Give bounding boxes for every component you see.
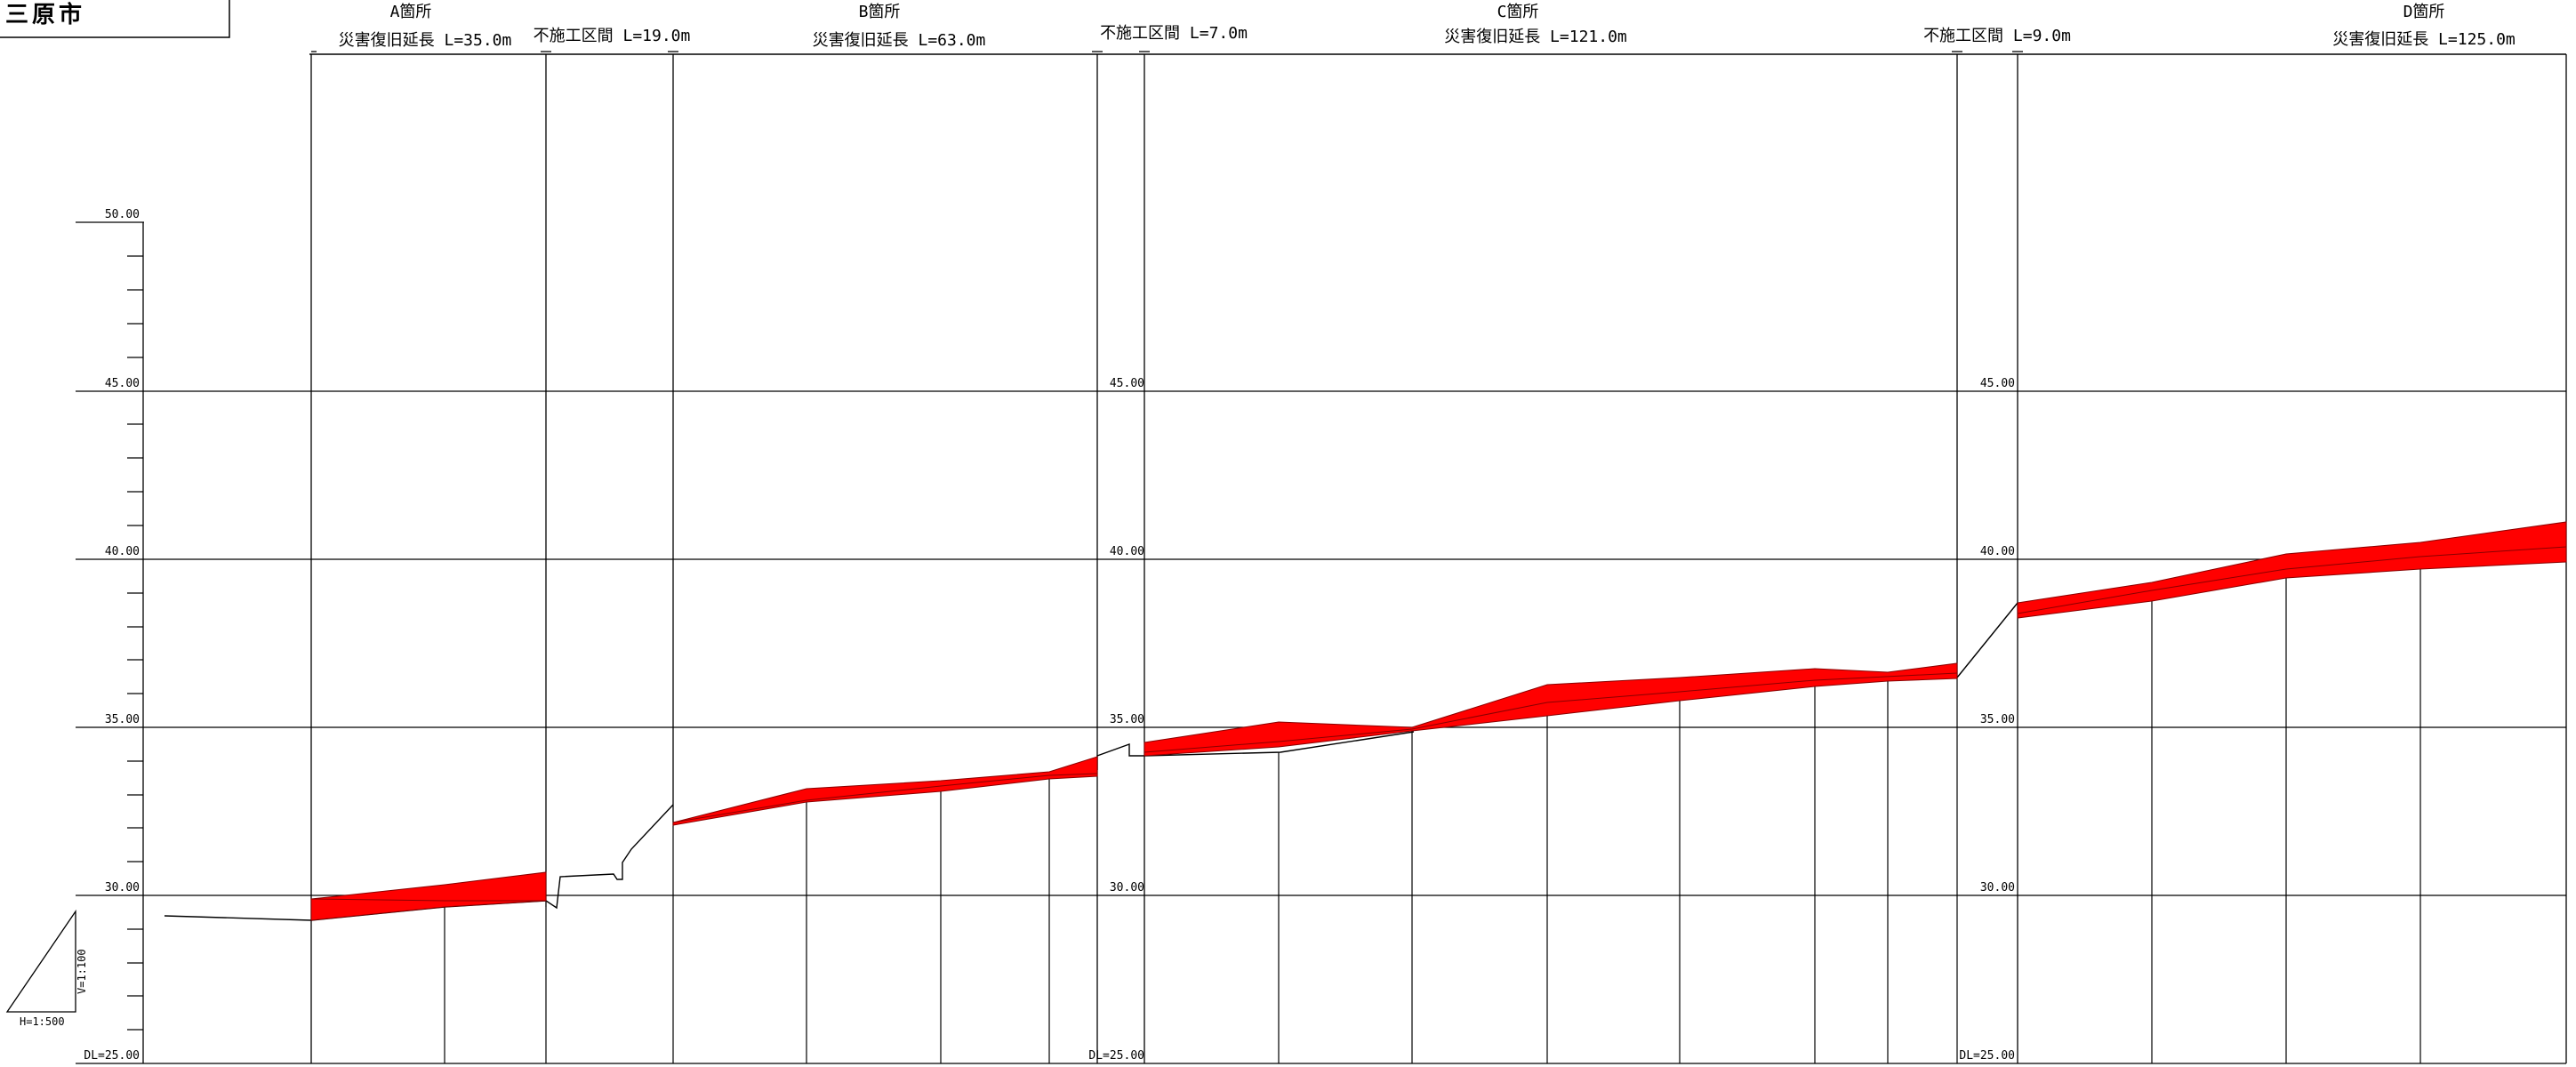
datum-label-left: DL=25.00 [84, 1049, 140, 1063]
vertical-scale-label: V=1:100 [76, 949, 88, 994]
horizontal-scale-label: H=1:500 [20, 1015, 65, 1028]
tick-label-35-right: 35.00 [1980, 713, 2015, 726]
tick-label-30: 30.00 [105, 881, 140, 895]
section-c-name: C箇所 [1497, 3, 1539, 21]
section-boundaries [310, 51, 2567, 1063]
tick-label-30-mid: 30.00 [1110, 881, 1144, 895]
tick-label-45-mid: 45.00 [1110, 377, 1144, 390]
repair-section-a [310, 871, 547, 921]
section-d-length: 災害復旧延長 L=125.0m [2332, 30, 2516, 49]
left-axis-labels: 50.00 45.00 40.00 35.00 30.00 DL=25.00 [84, 208, 140, 1063]
section-b-length: 災害復旧延長 L=63.0m [813, 31, 986, 50]
tick-label-40-mid: 40.00 [1110, 545, 1144, 558]
tick-label-40-right: 40.00 [1980, 545, 2015, 558]
station-lines [444, 569, 2421, 1063]
scale-triangle: H=1:500 V=1:100 [5, 909, 88, 1028]
tick-label-35-mid: 35.00 [1110, 713, 1144, 726]
section-d-name: D箇所 [2403, 3, 2445, 21]
gap-1-length: 不施工区間 L=19.0m [534, 27, 691, 45]
tick-label-30-right: 30.00 [1980, 881, 2015, 895]
section-c-length: 災害復旧延長 L=121.0m [1444, 28, 1627, 46]
city-label: 三原市 [5, 1, 85, 28]
tick-label-40: 40.00 [105, 545, 140, 558]
right-axis-labels: 45.00 40.00 35.00 30.00 DL=25.00 [1959, 377, 2015, 1063]
existing-ground-line-c [1144, 731, 1415, 757]
datum-label-right: DL=25.00 [1959, 1049, 2015, 1063]
city-title-box: 三原市 [0, 0, 230, 38]
section-a-name: A箇所 [390, 3, 432, 21]
repair-section-c [1144, 662, 1958, 757]
tick-label-35: 35.00 [105, 713, 140, 726]
repair-section-d [2017, 521, 2567, 619]
gap-3-length: 不施工区間 L=9.0m [1923, 27, 2071, 45]
tick-label-50: 50.00 [105, 208, 140, 221]
tick-label-45: 45.00 [105, 377, 140, 390]
left-elevation-axis [127, 222, 144, 1063]
existing-ground-line-b [1096, 743, 1144, 770]
section-headers: A箇所 災害復旧延長 L=35.0m 不施工区間 L=19.0m B箇所 災害復… [339, 3, 2516, 50]
repair-section-b [672, 756, 1098, 826]
gap-2-length: 不施工区間 L=7.0m [1100, 24, 1248, 43]
section-a-length: 災害復旧延長 L=35.0m [339, 31, 512, 50]
middle-axis-labels: 45.00 40.00 35.00 30.00 DL=25.00 [1088, 377, 1144, 1063]
section-b-name: B箇所 [859, 3, 901, 21]
tick-label-45-right: 45.00 [1980, 377, 2015, 390]
existing-ground-line-d [1956, 602, 2018, 678]
datum-label-mid: DL=25.00 [1088, 1049, 1144, 1063]
elevation-grid [76, 221, 2566, 1064]
